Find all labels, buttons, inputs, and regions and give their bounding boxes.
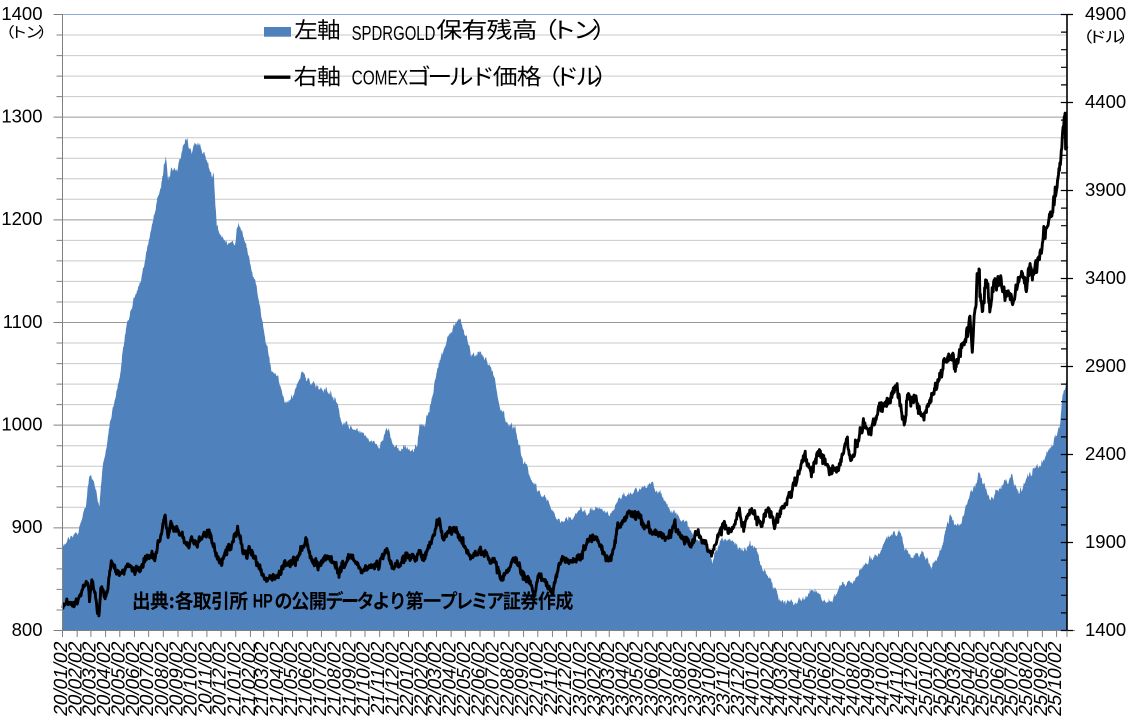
svg-text:21/12/02: 21/12/02 bbox=[383, 640, 404, 718]
svg-text:SPDRGOLD: SPDRGOLD bbox=[352, 23, 436, 45]
svg-text:23/06/02: 23/06/02 bbox=[641, 640, 662, 718]
svg-text:1000: 1000 bbox=[1, 414, 42, 435]
svg-text:22/08/02: 22/08/02 bbox=[498, 640, 519, 718]
svg-text:25/09/02: 25/09/02 bbox=[1031, 640, 1052, 718]
svg-text:1900: 1900 bbox=[1085, 531, 1126, 552]
svg-text:24/10/02: 24/10/02 bbox=[872, 640, 893, 718]
svg-text:25/03/02: 25/03/02 bbox=[944, 640, 965, 718]
svg-text:20/06/02: 20/06/02 bbox=[123, 640, 144, 718]
svg-text:22/10/02: 22/10/02 bbox=[526, 640, 547, 718]
svg-text:20/04/02: 20/04/02 bbox=[94, 640, 115, 718]
svg-text:20/10/02: 20/10/02 bbox=[181, 640, 202, 718]
svg-text:22/01/02: 22/01/02 bbox=[397, 640, 418, 718]
svg-text:23/10/02: 23/10/02 bbox=[699, 640, 720, 718]
svg-text:3400: 3400 bbox=[1085, 267, 1126, 288]
svg-text:23/11/02: 23/11/02 bbox=[714, 640, 735, 717]
svg-text:24/05/02: 24/05/02 bbox=[800, 640, 821, 718]
svg-text:22/03/02: 22/03/02 bbox=[425, 640, 446, 718]
svg-text:20/09/02: 20/09/02 bbox=[167, 640, 188, 718]
svg-text:24/04/02: 24/04/02 bbox=[786, 640, 807, 718]
svg-text:1200: 1200 bbox=[1, 208, 42, 229]
svg-text:24/08/02: 24/08/02 bbox=[844, 640, 865, 718]
svg-text:24/12/02: 24/12/02 bbox=[901, 640, 922, 718]
svg-text:21/10/02: 21/10/02 bbox=[354, 640, 375, 718]
svg-text:21/11/02: 21/11/02 bbox=[368, 640, 389, 717]
svg-text:20/03/02: 20/03/02 bbox=[80, 640, 101, 718]
svg-text:22/07/02: 22/07/02 bbox=[483, 640, 504, 718]
svg-text:20/08/02: 20/08/02 bbox=[152, 640, 173, 718]
svg-text:HP: HP bbox=[253, 592, 273, 613]
svg-text:4400: 4400 bbox=[1085, 91, 1126, 112]
svg-text:24/03/02: 24/03/02 bbox=[771, 640, 792, 718]
svg-text:20/05/02: 20/05/02 bbox=[108, 640, 129, 718]
svg-text:25/08/02: 25/08/02 bbox=[1016, 640, 1037, 718]
svg-text:21/03/02: 21/03/02 bbox=[252, 640, 273, 718]
svg-text:800: 800 bbox=[12, 619, 43, 640]
svg-text:3900: 3900 bbox=[1085, 179, 1126, 200]
svg-text:25/07/02: 25/07/02 bbox=[1002, 640, 1023, 718]
svg-text:21/08/02: 21/08/02 bbox=[325, 640, 346, 718]
svg-text:22/11/02: 22/11/02 bbox=[541, 640, 562, 717]
svg-text:4900: 4900 bbox=[1085, 3, 1126, 24]
svg-text:24/02/02: 24/02/02 bbox=[757, 640, 778, 718]
svg-text:2400: 2400 bbox=[1085, 443, 1126, 464]
svg-text:20/12/02: 20/12/02 bbox=[210, 640, 231, 718]
svg-text:22/02/02: 22/02/02 bbox=[412, 640, 433, 718]
svg-text:23/09/02: 23/09/02 bbox=[685, 640, 706, 718]
svg-text:21/01/02: 21/01/02 bbox=[224, 640, 245, 718]
svg-text:22/09/02: 22/09/02 bbox=[512, 640, 533, 718]
svg-text:24/09/02: 24/09/02 bbox=[858, 640, 879, 718]
svg-text:23/03/02: 23/03/02 bbox=[598, 640, 619, 718]
svg-text:21/06/02: 21/06/02 bbox=[296, 640, 317, 718]
svg-text:20/02/02: 20/02/02 bbox=[66, 640, 87, 718]
svg-text:2900: 2900 bbox=[1085, 355, 1126, 376]
svg-text:23/05/02: 23/05/02 bbox=[627, 640, 648, 718]
svg-text:22/12/02: 22/12/02 bbox=[555, 640, 576, 718]
svg-text:22/05/02: 22/05/02 bbox=[454, 640, 475, 718]
svg-text:1400: 1400 bbox=[1, 3, 42, 24]
svg-text:25/04/02: 25/04/02 bbox=[959, 640, 980, 718]
svg-text:21/05/02: 21/05/02 bbox=[281, 640, 302, 718]
svg-text:23/02/02: 23/02/02 bbox=[585, 640, 606, 718]
svg-text:24/11/02: 24/11/02 bbox=[887, 640, 908, 717]
svg-text:23/12/02: 23/12/02 bbox=[728, 640, 749, 718]
svg-text:25/01/02: 25/01/02 bbox=[916, 640, 937, 718]
svg-text:20/07/02: 20/07/02 bbox=[137, 640, 158, 718]
svg-text:23/04/02: 23/04/02 bbox=[613, 640, 634, 718]
svg-text:COMEX: COMEX bbox=[352, 68, 408, 90]
svg-text:24/07/02: 24/07/02 bbox=[829, 640, 850, 718]
svg-text:24/06/02: 24/06/02 bbox=[815, 640, 836, 718]
svg-text:25/10/02: 25/10/02 bbox=[1045, 640, 1066, 718]
svg-text:1300: 1300 bbox=[1, 106, 42, 127]
svg-text:25/06/02: 25/06/02 bbox=[988, 640, 1009, 718]
svg-text:900: 900 bbox=[12, 516, 43, 537]
svg-text:21/04/02: 21/04/02 bbox=[267, 640, 288, 718]
svg-text:21/07/02: 21/07/02 bbox=[310, 640, 331, 718]
svg-text:22/06/02: 22/06/02 bbox=[469, 640, 490, 718]
svg-text:20/11/02: 20/11/02 bbox=[196, 640, 217, 717]
svg-text:24/01/02: 24/01/02 bbox=[743, 640, 764, 718]
svg-text:21/09/02: 21/09/02 bbox=[339, 640, 360, 718]
svg-text:23/07/02: 23/07/02 bbox=[656, 640, 677, 718]
svg-text:21/02/02: 21/02/02 bbox=[239, 640, 260, 718]
svg-text:25/05/02: 25/05/02 bbox=[973, 640, 994, 718]
svg-text:20/01/02: 20/01/02 bbox=[51, 640, 72, 718]
svg-text:25/02/02: 25/02/02 bbox=[931, 640, 952, 718]
svg-text:1400: 1400 bbox=[1085, 619, 1126, 640]
svg-text:1100: 1100 bbox=[3, 311, 43, 332]
svg-text:22/04/02: 22/04/02 bbox=[440, 640, 461, 718]
svg-text:23/01/02: 23/01/02 bbox=[570, 640, 591, 718]
svg-text:23/08/02: 23/08/02 bbox=[670, 640, 691, 718]
